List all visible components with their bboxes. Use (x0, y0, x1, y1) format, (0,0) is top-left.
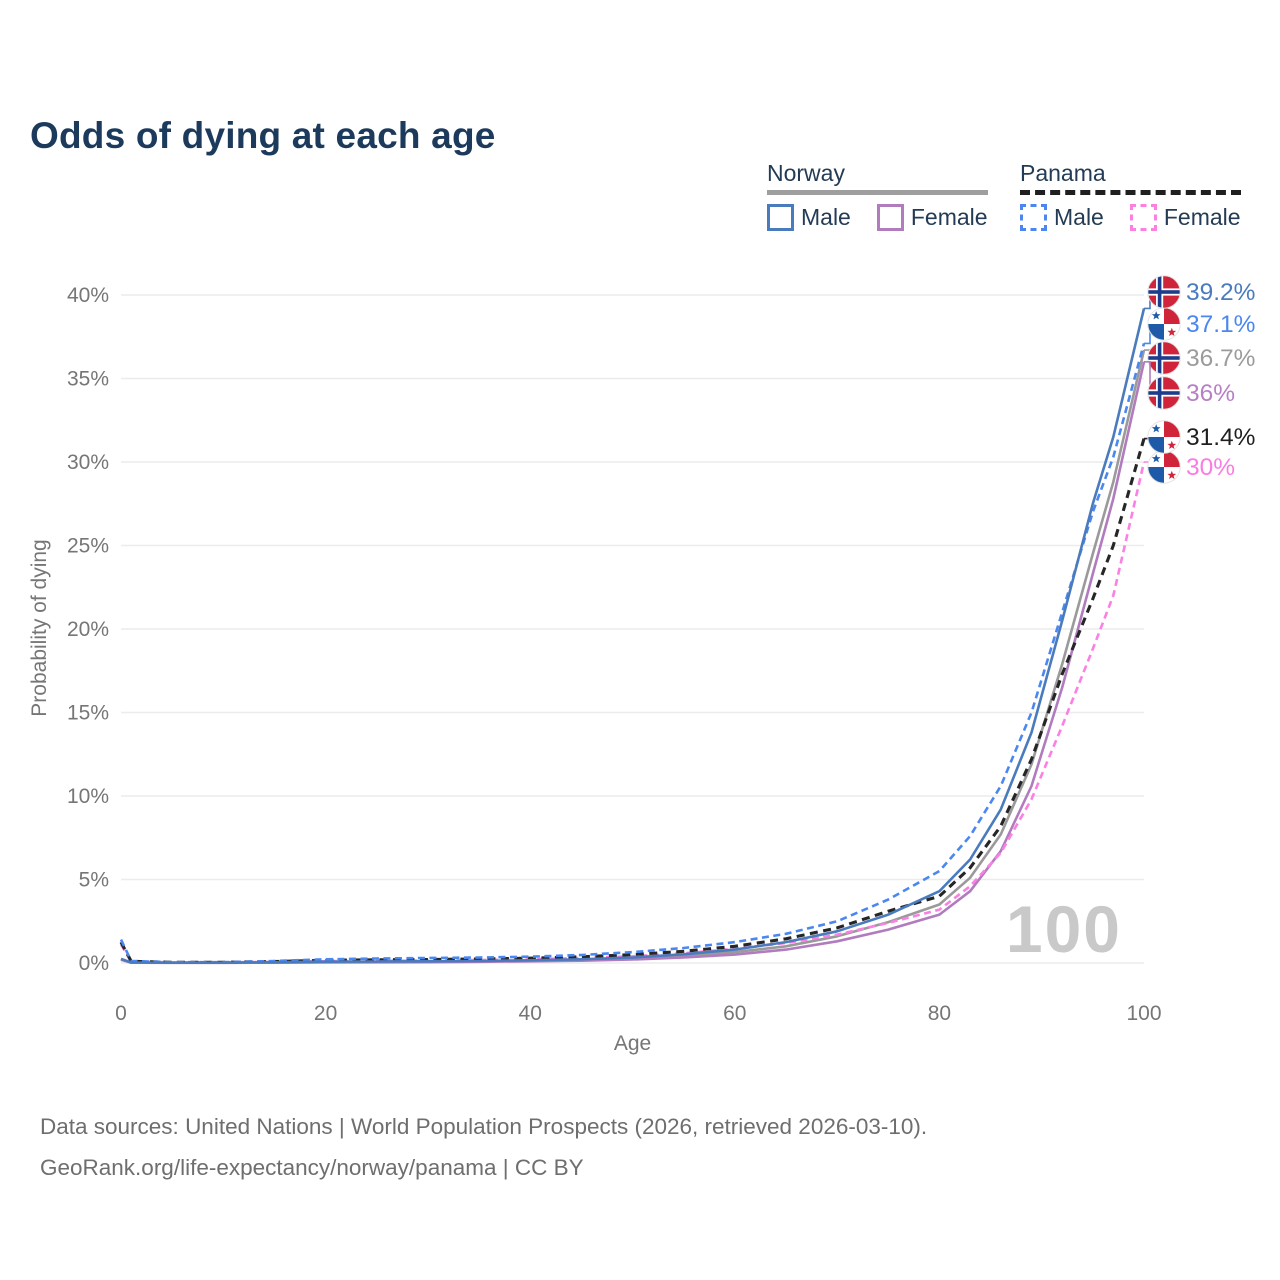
panama-flag-icon (1147, 450, 1181, 484)
series-line-panama_male (119, 343, 1146, 964)
series-line-panama_total (119, 438, 1146, 964)
legend-item-norway-female: Female (876, 204, 988, 231)
end-value-label-norway_female: 36% (1186, 380, 1235, 407)
end-value-label-norway_male: 39.2% (1186, 279, 1255, 306)
norway-male-swatch-icon (767, 204, 794, 231)
end-value-label-norway_total: 36.7% (1186, 345, 1255, 372)
star-glyph (1167, 327, 1177, 337)
x-tick-label: 80 (928, 1002, 951, 1025)
norway-flag-icon (1147, 275, 1181, 309)
star-glyph (1167, 470, 1177, 480)
x-tick-label: 0 (115, 1002, 127, 1025)
panama-male-swatch-icon (1020, 204, 1047, 231)
y-tick-label: 35% (67, 368, 109, 391)
star-glyph (1167, 440, 1177, 450)
x-tick-label: 60 (723, 1002, 746, 1025)
legend-label: Female (910, 204, 988, 230)
legend-country-norway: Norway (767, 160, 845, 186)
y-axis-title: Probability of dying (28, 539, 51, 716)
y-tick-label: 20% (67, 618, 109, 641)
star-glyph (1151, 311, 1161, 320)
panama-flag-icon (1147, 420, 1181, 454)
y-tick-label: 10% (67, 785, 109, 808)
x-tick-label: 100 (1126, 1002, 1161, 1025)
y-tick-label: 0% (79, 952, 109, 975)
age-watermark: 100 (1006, 892, 1122, 966)
end-value-label-panama_male: 37.1% (1186, 311, 1255, 338)
legend-label: Male (801, 204, 851, 230)
star-glyph (1151, 454, 1161, 463)
legend-country-panama: Panama (1020, 160, 1106, 186)
end-value-label-panama_total: 31.4% (1186, 424, 1255, 451)
norway-line-style-sample (767, 190, 988, 195)
series-line-norway_total (120, 349, 1146, 964)
legend-item-panama-female: Female (1129, 204, 1241, 231)
legend-item-norway-male: Male (767, 204, 851, 231)
series-line-norway_male (120, 308, 1146, 964)
panama-line-style-sample (1020, 190, 1241, 195)
y-tick-label: 30% (67, 451, 109, 474)
legend-item-panama-male: Male (1020, 204, 1104, 231)
norway-flag-icon (1147, 341, 1181, 375)
end-value-label-panama_female: 30% (1186, 454, 1235, 481)
data-sources-line: Data sources: United Nations | World Pop… (40, 1114, 928, 1139)
norway-female-swatch-icon (876, 204, 904, 231)
y-tick-label: 40% (67, 284, 109, 307)
attribution-line: GeoRank.org/life-expectancy/norway/panam… (40, 1155, 584, 1180)
panama-flag-icon (1147, 307, 1181, 341)
x-axis-title: Age (614, 1032, 651, 1055)
star-glyph (1151, 424, 1161, 433)
y-tick-label: 5% (79, 869, 109, 892)
x-tick-label: 40 (519, 1002, 542, 1025)
y-tick-label: 25% (67, 535, 109, 558)
legend-label: Female (1163, 204, 1241, 230)
y-tick-label: 15% (67, 702, 109, 725)
norway-flag-icon (1147, 376, 1181, 410)
legend-group-panama: Panama Male Female (1020, 160, 1241, 231)
legend-label: Male (1054, 204, 1104, 230)
x-tick-label: 20 (314, 1002, 337, 1025)
source-note: Data sources: United Nations | World Pop… (40, 1106, 927, 1188)
legend-group-norway: Norway Male Female (767, 160, 988, 231)
series-line-norway_female (120, 361, 1146, 965)
panama-female-swatch-icon (1129, 204, 1157, 231)
page-title: Odds of dying at each age (30, 114, 496, 156)
